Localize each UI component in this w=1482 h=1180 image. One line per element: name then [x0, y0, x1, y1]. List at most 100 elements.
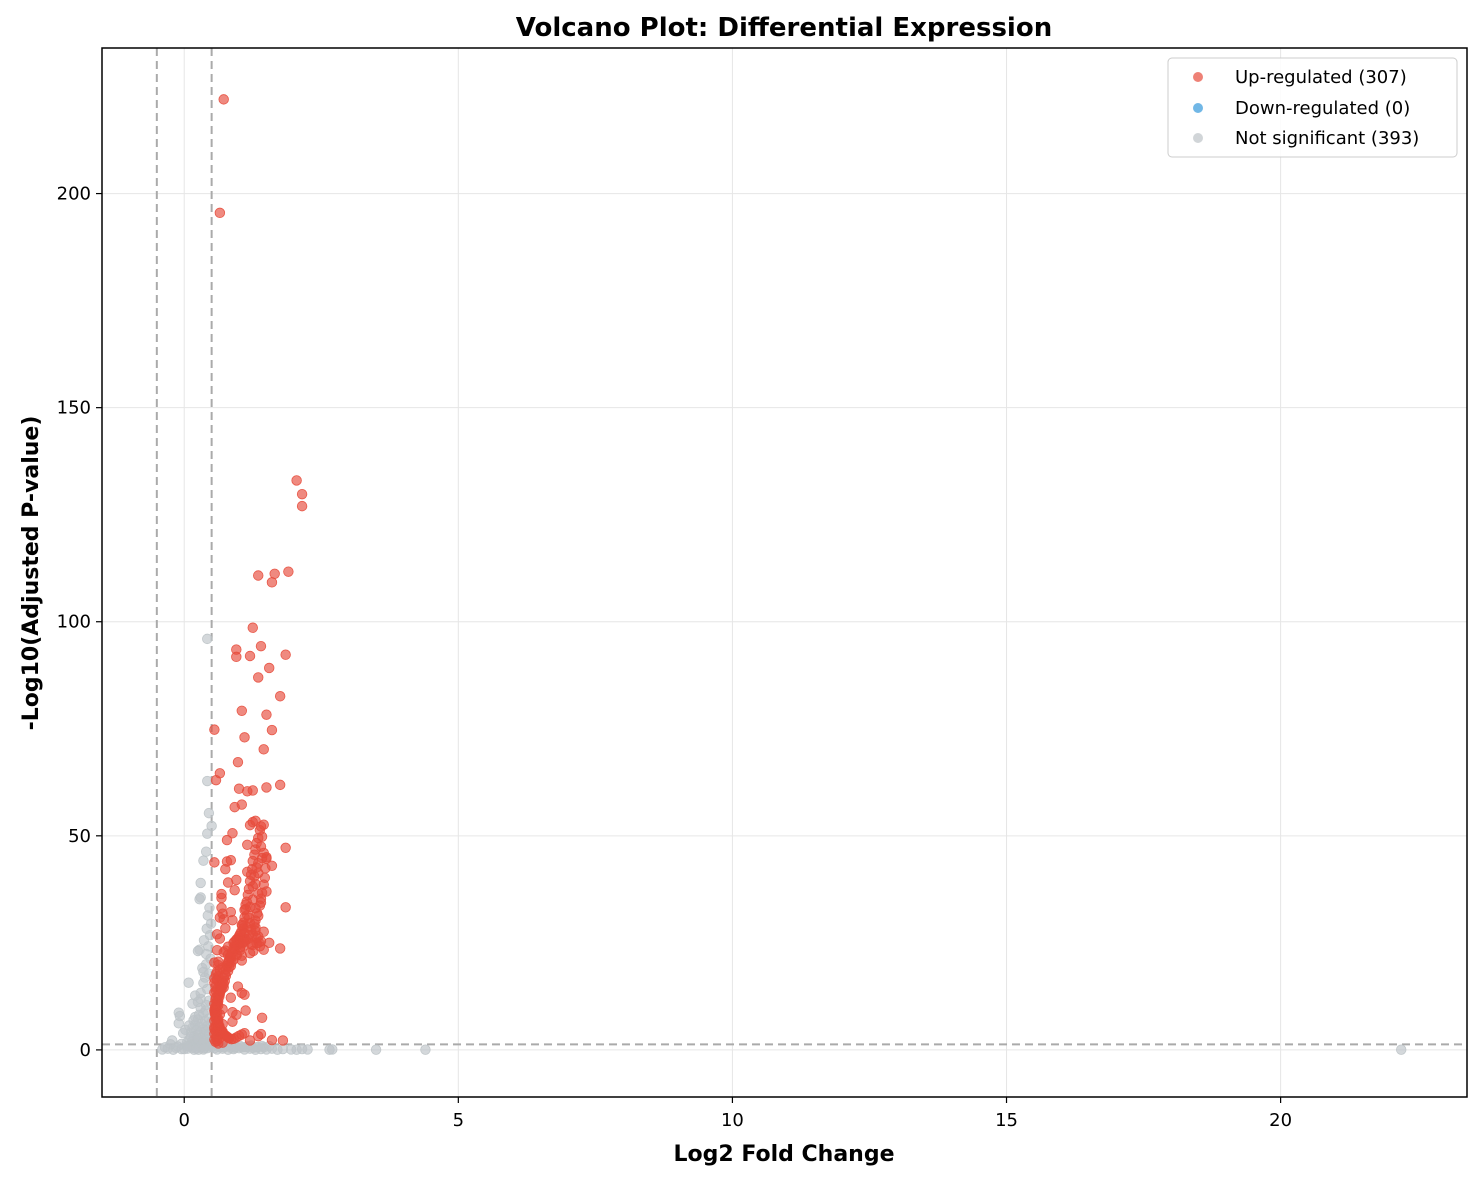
x-tick-label: 10 — [721, 1110, 744, 1131]
data-point-up — [213, 1038, 224, 1049]
data-point-up — [274, 691, 286, 702]
data-point-up — [258, 744, 269, 755]
x-tick-label: 15 — [995, 1110, 1018, 1131]
legend-box — [1167, 57, 1458, 158]
data-point-up — [254, 825, 266, 836]
data-point-up — [214, 207, 226, 219]
data-point-up — [244, 1035, 256, 1046]
data-point-up — [296, 488, 308, 500]
data-point-up — [225, 992, 237, 1003]
data-point-up — [222, 1032, 234, 1043]
data-point-up — [261, 853, 272, 864]
data-point-up — [222, 877, 234, 888]
data-point-ns — [370, 1044, 382, 1055]
data-point-up — [220, 923, 231, 934]
data-point-ns — [204, 902, 215, 913]
data-point-ns — [202, 828, 213, 839]
data-point-up — [266, 1034, 278, 1046]
data-point-ns — [195, 877, 206, 889]
data-point-up — [220, 864, 231, 875]
data-point-ns — [187, 998, 198, 1009]
data-point-up — [260, 863, 271, 874]
x-tick-label: 5 — [453, 1110, 464, 1131]
data-point-up — [239, 1028, 250, 1039]
data-point-up — [227, 914, 238, 926]
data-point-ns — [206, 820, 217, 832]
data-point-ns — [182, 1043, 193, 1054]
chart-title: Volcano Plot: Differential Expression — [516, 13, 1052, 43]
data-point-ns — [202, 775, 213, 787]
y-axis-ticks: 0 50 100 150 200 — [57, 184, 102, 1061]
x-tick-label: 20 — [1269, 1110, 1292, 1131]
data-point-ns — [198, 855, 209, 866]
y-tick-label: 0 — [80, 1040, 91, 1061]
data-point-ns — [420, 1044, 431, 1055]
data-point-up — [280, 902, 291, 913]
data-point-up — [239, 732, 250, 743]
data-point-ns — [202, 633, 213, 645]
data-point-up — [240, 1005, 251, 1016]
data-point-up — [218, 94, 229, 105]
data-point-ns — [327, 1044, 338, 1055]
y-tick-label: 50 — [68, 826, 91, 847]
data-point-up — [227, 828, 238, 839]
data-point-ns — [194, 893, 205, 905]
data-point-up — [263, 662, 275, 674]
x-axis-ticks: 0 5 10 15 20 — [179, 1097, 1292, 1131]
data-point-up — [266, 724, 278, 736]
data-point-up — [256, 1012, 268, 1023]
data-point-up — [244, 650, 256, 662]
data-point-ns — [1396, 1044, 1407, 1055]
data-point-up — [236, 799, 247, 810]
data-point-up — [253, 1031, 264, 1042]
legend: Up-regulated (307) Down-regulated (0) No… — [1167, 57, 1458, 158]
threshold-lines — [102, 48, 1467, 1097]
data-point-up — [210, 774, 222, 786]
data-point-up — [247, 785, 258, 796]
plot-frame — [101, 47, 1468, 1098]
data-point-up — [232, 756, 244, 768]
data-point-up — [243, 883, 255, 895]
data-point-up — [274, 943, 286, 954]
data-point-ns — [200, 846, 212, 857]
data-point-up — [283, 566, 294, 577]
data-point-up — [277, 1035, 289, 1046]
data-point-up — [255, 640, 267, 652]
data-point-ns — [256, 1040, 268, 1052]
data-point-up — [261, 782, 272, 793]
data-point-up — [253, 672, 264, 683]
data-point-up — [291, 475, 302, 486]
data-point-ns — [203, 807, 215, 819]
data-point-up — [244, 819, 256, 831]
y-tick-label: 150 — [57, 398, 91, 419]
data-point-up — [209, 857, 220, 868]
data-point-up — [280, 649, 291, 660]
data-point-up — [209, 724, 220, 735]
data-point-up — [227, 1016, 238, 1027]
series-not-significant — [157, 633, 1407, 1055]
legend-label-up: Up-regulated (307) — [1235, 67, 1407, 88]
data-point-up — [259, 872, 271, 883]
legend-marker-down — [1193, 103, 1203, 113]
y-axis-label: -Log10(Adjusted P-value) — [19, 416, 44, 731]
data-point-up — [222, 956, 234, 967]
data-point-up — [247, 622, 258, 633]
data-point-up — [261, 709, 272, 720]
data-point-up — [280, 842, 291, 854]
data-point-up — [216, 892, 227, 904]
data-point-up — [269, 568, 280, 579]
data-point-up — [236, 705, 247, 716]
data-point-ns — [159, 1042, 171, 1053]
data-point-ns — [197, 962, 208, 974]
data-point-up — [274, 779, 286, 791]
x-tick-label: 0 — [179, 1110, 190, 1131]
data-point-up — [231, 651, 242, 663]
data-point-ns — [173, 1018, 184, 1029]
y-tick-label: 100 — [57, 612, 91, 633]
data-point-up — [247, 864, 258, 875]
grid-lines — [102, 48, 1467, 1097]
data-point-ns — [302, 1044, 313, 1055]
data-point-up — [239, 989, 250, 1000]
data-point-up — [296, 500, 308, 512]
